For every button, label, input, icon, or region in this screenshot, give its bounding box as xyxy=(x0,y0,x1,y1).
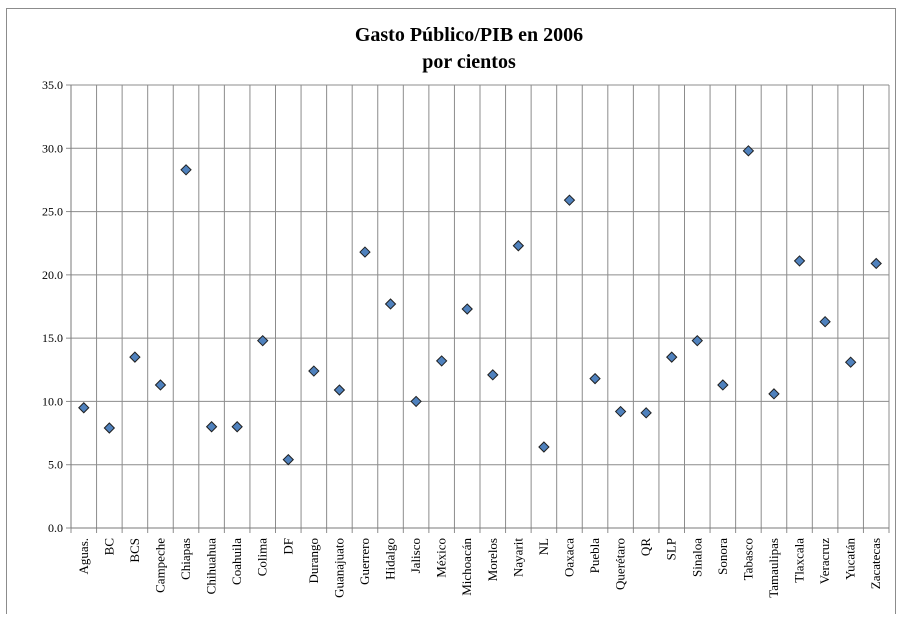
y-tick-label: 5.0 xyxy=(48,458,63,472)
y-tick-label: 20.0 xyxy=(42,268,63,282)
x-tick-label: Zacatecas xyxy=(868,538,883,589)
data-point xyxy=(870,257,882,270)
x-tick-label: Chiapas xyxy=(178,538,193,580)
x-tick-label: Guerrero xyxy=(357,538,372,585)
data-point xyxy=(742,145,755,157)
x-axis-ticks: Aguas. BC BCS Campeche Chiapas Chihuahua Coahu… xyxy=(76,538,883,598)
data-point xyxy=(844,356,857,368)
x-tick-label: México xyxy=(434,538,449,578)
chart-subtitle: por cientos xyxy=(422,51,516,73)
x-tick-label: Sonora xyxy=(715,538,730,575)
data-point xyxy=(78,402,90,414)
data-point xyxy=(487,369,499,381)
data-point xyxy=(308,365,320,377)
x-tick-label: Chihuahua xyxy=(204,538,219,595)
data-point xyxy=(512,240,525,252)
x-tick-label: Durango xyxy=(306,538,321,584)
grid-layer xyxy=(66,84,890,533)
x-tick-label: SLP xyxy=(664,538,679,560)
data-point xyxy=(589,372,601,385)
data-point xyxy=(461,303,473,315)
data-point xyxy=(231,421,243,433)
x-tick-label: Colima xyxy=(255,538,270,577)
data-point xyxy=(666,351,678,363)
x-tick-label: Hidalgo xyxy=(383,538,398,580)
data-point xyxy=(333,384,346,396)
data-point xyxy=(257,334,269,347)
x-tick-label: DF xyxy=(280,538,295,555)
data-point xyxy=(538,441,550,453)
data-point xyxy=(563,194,576,206)
data-point xyxy=(768,388,780,400)
x-tick-label: Yucatán xyxy=(843,538,858,580)
data-point xyxy=(103,422,116,434)
chart-title: Gasto Público/PIB en 2006 xyxy=(355,24,583,46)
data-point xyxy=(614,405,627,418)
data-point xyxy=(154,379,167,391)
x-tick-label: Sinaloa xyxy=(689,538,704,577)
y-tick-label: 35.0 xyxy=(42,78,63,92)
data-point xyxy=(180,164,192,176)
x-tick-label: Jalisco xyxy=(408,538,423,573)
data-point xyxy=(640,407,652,419)
y-tick-label: 0.0 xyxy=(48,521,63,535)
x-tick-label: NL xyxy=(536,538,551,555)
data-point xyxy=(819,315,831,328)
data-point xyxy=(359,246,371,258)
data-point xyxy=(691,334,703,347)
x-tick-label: Guanajuato xyxy=(331,538,346,598)
data-point xyxy=(717,379,729,391)
x-tick-label: Nayarit xyxy=(510,538,525,577)
x-tick-label: Michoacán xyxy=(459,538,474,596)
y-tick-label: 30.0 xyxy=(42,141,63,155)
data-point xyxy=(410,395,422,408)
data-point xyxy=(205,421,218,433)
x-tick-label: Puebla xyxy=(587,538,602,574)
scatter-chart: Gasto Público/PIB en 2006 por cientos 0.… xyxy=(42,24,890,598)
data-point xyxy=(435,355,448,367)
x-tick-label: Morelos xyxy=(485,538,500,581)
x-tick-label: Tlaxcala xyxy=(792,538,807,583)
x-tick-label: BC xyxy=(101,538,116,555)
x-tick-label: BCS xyxy=(127,538,142,563)
data-point xyxy=(129,351,141,363)
x-tick-label: QR xyxy=(638,538,653,556)
data-point xyxy=(793,255,806,267)
x-tick-label: Veracruz xyxy=(817,538,832,584)
data-point xyxy=(282,453,294,466)
x-tick-label: Coahuila xyxy=(229,538,244,585)
x-tick-label: Campeche xyxy=(152,538,167,593)
y-tick-label: 25.0 xyxy=(42,205,63,219)
data-points xyxy=(78,145,882,466)
y-tick-label: 10.0 xyxy=(42,394,63,408)
y-axis-ticks: 0.0 5.0 10.0 15.0 20.0 25.0 30.0 35.0 xyxy=(42,78,63,535)
x-tick-label: Querétaro xyxy=(613,538,628,590)
y-tick-label: 15.0 xyxy=(42,331,63,345)
x-tick-label: Aguas. xyxy=(76,538,91,574)
x-tick-label: Tabasco xyxy=(740,538,755,580)
x-tick-label: Oaxaca xyxy=(561,538,576,577)
chart-frame: Gasto Público/PIB en 2006 por cientos 0.… xyxy=(6,8,896,614)
x-tick-label: Tamaulipas xyxy=(766,538,781,598)
data-point xyxy=(384,298,397,310)
